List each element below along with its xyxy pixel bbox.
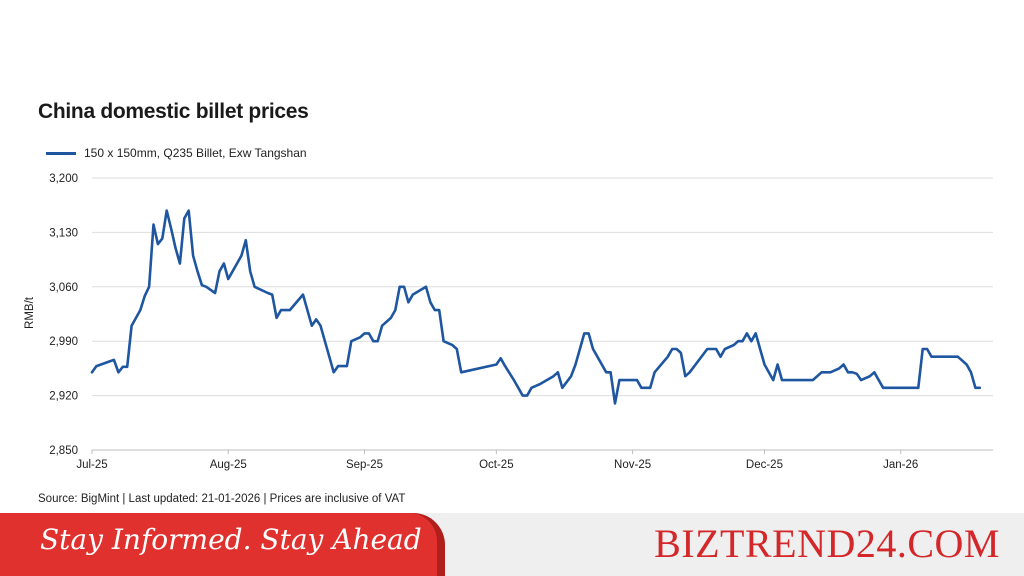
tagline-banner: Stay Informed. Stay Ahead xyxy=(0,513,437,576)
chart-legend: 150 x 150mm, Q235 Billet, Exw Tangshan xyxy=(46,145,307,161)
x-tick-label: Jul-25 xyxy=(76,459,107,471)
y-tick-label: 3,130 xyxy=(49,227,78,239)
x-tick-label: Aug-25 xyxy=(210,459,247,471)
y-tick-label: 3,060 xyxy=(49,282,78,294)
x-tick-label: Oct-25 xyxy=(479,459,514,471)
x-tick-label: Dec-25 xyxy=(746,459,783,471)
brand-logo: BIZTREND24.COM xyxy=(654,521,1000,566)
x-tick-label: Sep-25 xyxy=(346,459,383,471)
legend-series-label: 150 x 150mm, Q235 Billet, Exw Tangshan xyxy=(84,146,307,160)
tagline-text: Stay Informed. Stay Ahead xyxy=(40,523,422,556)
series-line-billet-price xyxy=(90,209,982,405)
legend-line-swatch xyxy=(46,151,76,155)
y-tick-label: 3,200 xyxy=(49,173,78,185)
x-tick-label: Jan-26 xyxy=(883,459,918,471)
x-tick-label: Nov-25 xyxy=(614,459,651,471)
y-tick-label: 2,990 xyxy=(49,336,78,348)
chart-source-note: Source: BigMint | Last updated: 21-01-20… xyxy=(38,493,406,505)
y-tick-label: 2,920 xyxy=(49,391,78,403)
footer-bar: Stay Informed. Stay Ahead BIZTREND24.COM xyxy=(0,513,1024,576)
y-tick-label: 2,850 xyxy=(49,445,78,457)
chart-title: China domestic billet prices xyxy=(38,100,309,123)
